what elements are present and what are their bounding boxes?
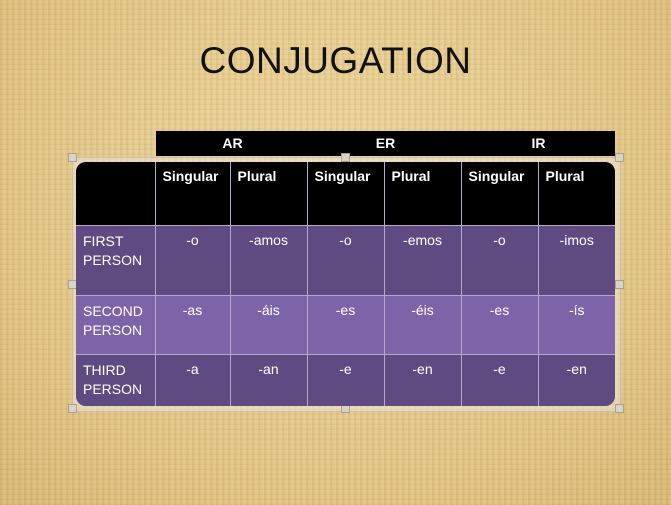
table-row: SECOND PERSON -as -áis -es -éis -es -ís	[76, 295, 615, 355]
row-label-second-person[interactable]: SECOND PERSON	[76, 295, 156, 355]
column-header[interactable]: Plural	[229, 162, 308, 226]
resize-handle-bottom-left[interactable]	[68, 404, 77, 413]
verb-group-header: AR ER IR	[156, 131, 615, 156]
column-header[interactable]: Singular	[306, 162, 385, 226]
resize-handle-top-left[interactable]	[68, 153, 77, 162]
resize-handle-bottom-right[interactable]	[615, 404, 624, 413]
table-cell[interactable]: -a	[154, 354, 231, 406]
table-cell[interactable]: -o	[306, 225, 385, 296]
verb-group-er: ER	[375, 135, 396, 151]
column-header[interactable]: Singular	[154, 162, 231, 226]
resize-handle-top-center[interactable]	[341, 153, 350, 162]
row-label-first-person[interactable]: FIRST PERSON	[76, 225, 156, 296]
table-cell[interactable]: -en	[383, 354, 462, 406]
table-cell[interactable]: -es	[460, 295, 539, 355]
table-cell[interactable]: -as	[154, 295, 231, 355]
table-cell[interactable]: -emos	[383, 225, 462, 296]
resize-handle-middle-right[interactable]	[615, 280, 624, 289]
table-cell[interactable]: -áis	[229, 295, 308, 355]
table-cell[interactable]: -o	[154, 225, 231, 296]
column-header[interactable]: Plural	[383, 162, 462, 226]
table-cell[interactable]: -an	[229, 354, 308, 406]
table-cell[interactable]: -en	[537, 354, 615, 406]
verb-group-ar: AR	[222, 135, 243, 151]
slide-title: CONJUGATION	[199, 40, 472, 81]
column-header[interactable]: Singular	[460, 162, 539, 226]
table-cell[interactable]: -imos	[537, 225, 615, 296]
table-cell[interactable]: -éis	[383, 295, 462, 355]
row-label-third-person[interactable]: THIRD PERSON	[76, 354, 156, 406]
table-cell[interactable]: -es	[306, 295, 385, 355]
header-row: Singular Plural Singular Plural Singular…	[76, 162, 615, 226]
conjugation-table[interactable]: Singular Plural Singular Plural Singular…	[76, 162, 615, 406]
corner-cell[interactable]	[76, 162, 156, 226]
table-cell[interactable]: -o	[460, 225, 539, 296]
table-row: THIRD PERSON -a -an -e -en -e -en	[76, 354, 615, 406]
verb-group-ir: IR	[531, 135, 546, 151]
resize-handle-top-right[interactable]	[615, 153, 624, 162]
column-header[interactable]: Plural	[537, 162, 615, 226]
table-cell[interactable]: -e	[306, 354, 385, 406]
table-row: FIRST PERSON -o -amos -o -emos -o -imos	[76, 225, 615, 296]
table-cell[interactable]: -ís	[537, 295, 615, 355]
table-cell[interactable]: -amos	[229, 225, 308, 296]
table-cell[interactable]: -e	[460, 354, 539, 406]
